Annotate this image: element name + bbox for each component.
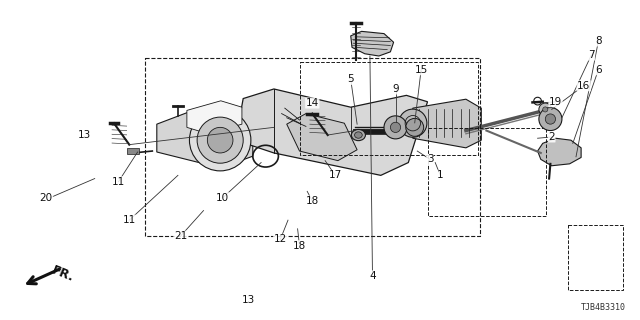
- Polygon shape: [236, 89, 428, 175]
- Polygon shape: [413, 99, 481, 148]
- Text: 13: 13: [242, 295, 255, 305]
- Circle shape: [207, 127, 233, 153]
- Text: 14: 14: [306, 98, 319, 108]
- Text: 15: 15: [415, 65, 428, 75]
- Circle shape: [390, 122, 401, 132]
- Text: FR.: FR.: [50, 264, 76, 284]
- Text: 13: 13: [78, 130, 91, 140]
- Text: 11: 11: [112, 177, 125, 187]
- Circle shape: [406, 118, 424, 136]
- Text: 16: 16: [577, 81, 590, 91]
- Circle shape: [539, 103, 552, 116]
- Text: 5: 5: [348, 74, 354, 84]
- Circle shape: [197, 117, 243, 163]
- Text: 2: 2: [548, 132, 555, 142]
- Circle shape: [539, 108, 562, 131]
- Text: TJB4B3310: TJB4B3310: [581, 303, 626, 312]
- FancyBboxPatch shape: [127, 148, 139, 154]
- Text: 17: 17: [329, 170, 342, 180]
- Text: 6: 6: [595, 65, 602, 75]
- Text: 4: 4: [369, 271, 376, 281]
- Ellipse shape: [351, 129, 365, 140]
- Text: 12: 12: [274, 234, 287, 244]
- Text: 10: 10: [216, 193, 229, 203]
- Text: 19: 19: [549, 97, 562, 107]
- Polygon shape: [287, 114, 357, 161]
- Ellipse shape: [355, 132, 362, 138]
- Polygon shape: [187, 101, 242, 134]
- Text: 11: 11: [123, 215, 136, 225]
- Circle shape: [545, 114, 556, 124]
- Text: 3: 3: [427, 154, 433, 164]
- Circle shape: [384, 116, 407, 139]
- Text: 9: 9: [392, 84, 399, 94]
- Text: 7: 7: [588, 50, 595, 60]
- Circle shape: [399, 109, 427, 137]
- Circle shape: [189, 109, 251, 171]
- Polygon shape: [351, 31, 394, 56]
- Text: 8: 8: [595, 36, 602, 46]
- Text: 20: 20: [40, 193, 52, 203]
- Polygon shape: [157, 112, 253, 168]
- Text: 18: 18: [306, 196, 319, 206]
- Text: 1: 1: [437, 170, 444, 180]
- Text: 21: 21: [174, 231, 187, 241]
- Circle shape: [543, 107, 548, 112]
- Text: 18: 18: [293, 241, 306, 251]
- Polygon shape: [538, 138, 581, 166]
